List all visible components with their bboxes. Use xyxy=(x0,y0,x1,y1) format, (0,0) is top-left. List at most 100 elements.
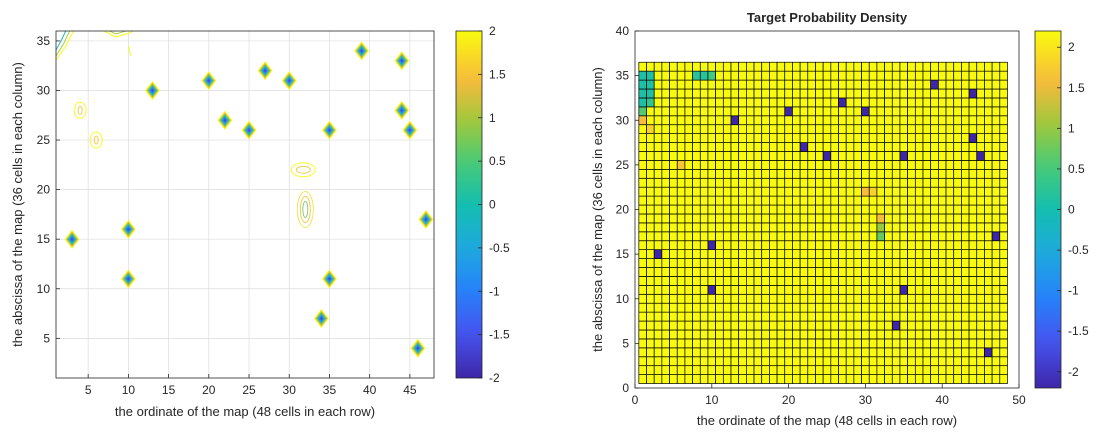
heatmap-cell xyxy=(776,231,786,242)
heatmap-cell xyxy=(991,285,1001,295)
heatmap-cell xyxy=(746,222,755,233)
heatmap-cell xyxy=(953,222,962,233)
corner-contour-line xyxy=(56,31,117,51)
heatmap-cell xyxy=(945,115,955,126)
heatmap-cell xyxy=(945,374,955,384)
heatmap-cell xyxy=(822,70,832,81)
heatmap-cell xyxy=(730,293,740,304)
y-tick-label: 10 xyxy=(37,282,51,296)
heatmap-cell xyxy=(991,240,1001,251)
heatmap-cell xyxy=(769,347,778,358)
heatmap-cell xyxy=(922,374,932,384)
heatmap-cell xyxy=(761,231,770,242)
heatmap-cell xyxy=(961,61,970,72)
heatmap-cell xyxy=(692,79,701,90)
heatmap-cell xyxy=(830,106,839,117)
heatmap-cell xyxy=(999,276,1008,286)
heatmap-cell xyxy=(914,267,924,277)
heatmap-cell xyxy=(692,195,701,206)
heatmap-cell xyxy=(884,231,893,242)
heatmap-cell xyxy=(961,142,970,152)
heatmap-cell xyxy=(807,293,816,304)
heatmap-cell xyxy=(914,276,924,286)
heatmap-cell xyxy=(707,142,716,152)
heatmap-cell xyxy=(776,320,786,331)
heatmap-cell xyxy=(830,79,839,90)
heatmap-cell xyxy=(945,258,955,268)
heatmap-cell xyxy=(646,168,655,179)
heatmap-cell xyxy=(799,329,809,340)
heatmap-cell xyxy=(815,249,824,259)
heatmap-cell xyxy=(761,285,770,295)
heatmap-cell xyxy=(861,365,870,375)
heatmap-cell xyxy=(684,311,693,322)
heatmap-cell xyxy=(730,240,740,251)
heatmap-cell xyxy=(722,133,732,143)
heatmap-cell xyxy=(876,374,885,384)
heatmap-cell xyxy=(976,106,985,117)
heatmap-cell xyxy=(646,240,655,251)
heatmap-cell xyxy=(722,168,732,179)
heatmap-cell xyxy=(722,338,732,349)
heatmap-cell xyxy=(999,320,1008,331)
target-diamond-ring xyxy=(327,128,332,133)
heatmap-cell xyxy=(945,365,955,375)
heatmap-cell xyxy=(884,151,893,161)
heatmap-cell xyxy=(692,142,701,152)
heatmap-cell xyxy=(769,186,778,197)
heatmap-cell xyxy=(715,258,724,268)
heatmap-cell xyxy=(853,365,862,375)
heatmap-cell xyxy=(830,293,839,304)
heatmap-cell xyxy=(730,79,740,90)
heatmap-cell xyxy=(984,124,993,134)
heatmap-cell xyxy=(715,195,724,206)
heatmap-cell xyxy=(961,133,970,143)
heatmap-cell xyxy=(961,151,970,161)
heatmap-cell xyxy=(815,231,824,242)
heatmap-cell xyxy=(976,302,985,313)
heatmap-cell xyxy=(699,320,709,331)
chart_data.1-colorbar-tick-label: -1 xyxy=(1068,284,1079,298)
heatmap-cell xyxy=(999,195,1008,206)
heatmap-cell xyxy=(661,204,670,215)
heatmap-cell xyxy=(914,160,924,170)
heatmap-cell xyxy=(715,320,724,331)
heatmap-cell xyxy=(999,79,1008,90)
heatmap-cell xyxy=(968,222,978,233)
heatmap-cell xyxy=(876,240,885,251)
heatmap-cell xyxy=(753,311,763,322)
heatmap-cell xyxy=(699,70,709,81)
heatmap-cell xyxy=(784,356,793,367)
heatmap-cell xyxy=(776,115,786,126)
heatmap-cell xyxy=(753,133,763,143)
heatmap-cell xyxy=(938,311,947,322)
heatmap-cell xyxy=(669,285,678,295)
heatmap-cell xyxy=(945,177,955,188)
heatmap-cell xyxy=(784,186,793,197)
heatmap-cell xyxy=(761,293,770,304)
heatmap-cell xyxy=(884,365,893,375)
heatmap-cell xyxy=(976,258,985,268)
heatmap-cell xyxy=(991,222,1001,233)
heatmap-cell xyxy=(868,276,878,286)
heatmap-cell xyxy=(715,124,724,134)
heatmap-cell xyxy=(914,115,924,126)
heatmap-cell xyxy=(907,374,916,384)
heatmap-cell xyxy=(976,285,985,295)
heatmap-cell xyxy=(991,61,1001,72)
heatmap-cell xyxy=(853,160,862,170)
heatmap-cell xyxy=(730,276,740,286)
heatmap-cell xyxy=(976,293,985,304)
heatmap-cell xyxy=(822,115,832,126)
heatmap-cell xyxy=(646,320,655,331)
heatmap-cell xyxy=(945,213,955,224)
heatmap-cell xyxy=(838,61,847,72)
heatmap-cell xyxy=(838,222,847,233)
heatmap-cell xyxy=(907,124,916,134)
heatmap-cell xyxy=(792,302,801,313)
heatmap-cell xyxy=(653,276,663,286)
heatmap-cell xyxy=(884,195,893,206)
heatmap-cell xyxy=(799,338,809,349)
heatmap-cell xyxy=(669,88,678,99)
heatmap-cell xyxy=(730,124,740,134)
